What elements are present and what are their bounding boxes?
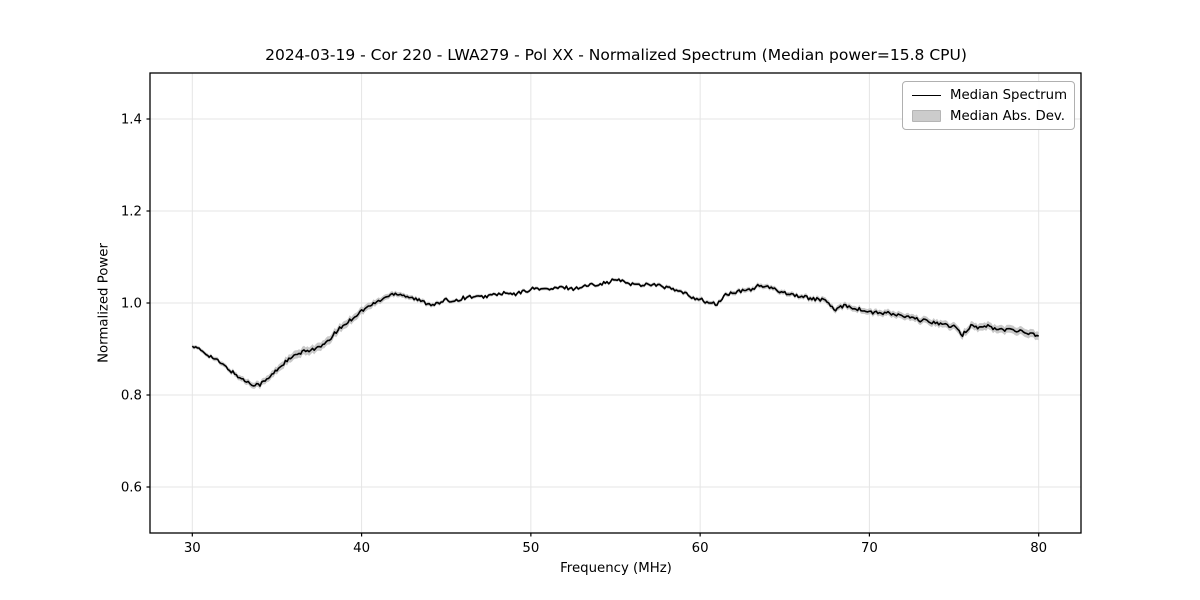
- chart-title: 2024-03-19 - Cor 220 - LWA279 - Pol XX -…: [265, 46, 967, 64]
- y-tick-label: 1.4: [121, 113, 142, 128]
- legend-label-median-spectrum: Median Spectrum: [950, 87, 1068, 103]
- x-axis-label: Frequency (MHz): [560, 561, 672, 576]
- legend-item-median-abs-dev: Median Abs. Dev.: [912, 108, 1065, 124]
- y-axis-label: Normalized Power: [96, 243, 112, 363]
- x-tick-label: 40: [353, 541, 370, 556]
- mad-band: [192, 277, 1039, 390]
- median-spectrum-line: [191, 278, 1040, 387]
- x-tick-label: 30: [184, 541, 201, 556]
- x-tick-label: 60: [692, 541, 709, 556]
- y-tick-label: 1.0: [121, 297, 142, 312]
- legend-label-median-abs-dev: Median Abs. Dev.: [950, 108, 1065, 124]
- x-tick-label: 50: [522, 541, 539, 556]
- x-tick-label: 70: [861, 541, 878, 556]
- y-tick-label: 1.2: [121, 205, 142, 220]
- legend-patch-swatch: [912, 110, 941, 122]
- y-tick-label: 0.8: [121, 389, 142, 404]
- legend: Median Spectrum Median Abs. Dev.: [902, 81, 1075, 130]
- legend-item-median-spectrum: Median Spectrum: [912, 87, 1068, 103]
- legend-line-swatch: [912, 94, 941, 96]
- y-tick-label: 0.6: [121, 481, 142, 496]
- x-tick-label: 80: [1030, 541, 1047, 556]
